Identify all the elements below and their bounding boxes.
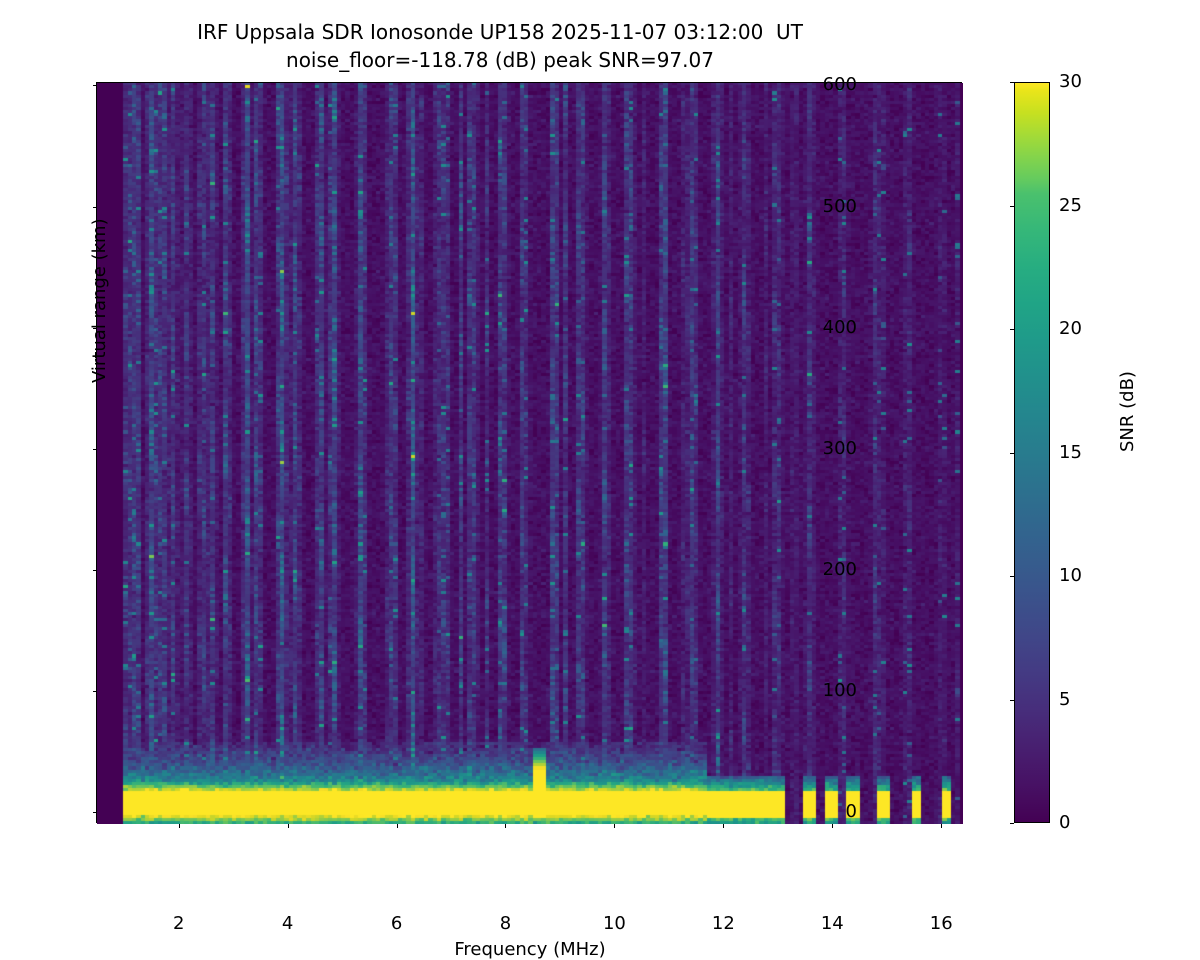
title-line-1: IRF Uppsala SDR Ionosonde UP158 2025-11-…: [197, 20, 803, 44]
x-tick-label-2: 2: [172, 913, 185, 934]
x-tick-label-16: 16: [929, 913, 953, 934]
colorbar-tick-label-10: 10: [1059, 565, 1082, 586]
y-tick-label-600: 600: [822, 74, 857, 96]
colorbar-tick-mark: [1009, 576, 1014, 577]
colorbar-tick-mark: [1009, 329, 1014, 330]
colorbar-gradient: [1014, 82, 1050, 823]
y-tick-mark: [92, 690, 97, 692]
y-tick-mark: [92, 569, 97, 571]
figure-root: IRF Uppsala SDR Ionosonde UP158 2025-11-…: [0, 18, 1138, 960]
x-tick-label-12: 12: [711, 913, 735, 934]
title-line-2: noise_floor=-118.78 (dB) peak SNR=97.07: [286, 48, 714, 72]
x-tick-label-4: 4: [281, 913, 294, 934]
x-tick-mark: [723, 824, 725, 828]
x-tick-mark: [941, 824, 943, 828]
x-tick-mark: [832, 824, 834, 828]
y-tick-label-0: 0: [845, 800, 857, 822]
colorbar-tick-mark: [1009, 699, 1014, 701]
x-tick-mark: [178, 824, 180, 828]
ionogram-plot-area[interactable]: 0 100 200 300 400 500 600 2 4 6 8 10 12 14 16 Virtual…: [89, 76, 963, 960]
colorbar[interactable]: 0 5 10 15 20 25 30 SNR (dB): [1009, 73, 1138, 832]
x-axis-label: Frequency (MHz): [454, 939, 606, 960]
y-tick-label-500: 500: [822, 195, 857, 217]
colorbar-tick-label-25: 25: [1059, 194, 1082, 216]
colorbar-tick-mark: [1009, 205, 1014, 207]
colorbar-tick-mark: [1009, 452, 1014, 454]
ionogram-heatmap[interactable]: [97, 83, 963, 824]
colorbar-tick-label-30: 30: [1059, 71, 1082, 92]
y-tick-mark: [92, 811, 97, 813]
colorbar-tick-label-20: 20: [1059, 318, 1082, 339]
x-tick-mark: [396, 824, 398, 828]
colorbar-label: SNR (dB): [1117, 371, 1138, 452]
colorbar-tick-label-0: 0: [1059, 812, 1071, 833]
x-tick-label-6: 6: [390, 913, 403, 934]
y-tick-label-300: 300: [822, 437, 857, 459]
y-tick-label-200: 200: [822, 558, 857, 580]
y-tick-mark: [92, 85, 97, 87]
x-tick-mark: [505, 824, 507, 828]
x-tick-label-8: 8: [499, 913, 512, 934]
y-tick-label-400: 400: [822, 316, 857, 338]
y-axis-label: Virtual range (km): [89, 218, 110, 383]
colorbar-tick-label-5: 5: [1059, 688, 1071, 710]
x-tick-label-10: 10: [602, 913, 626, 934]
x-tick-mark: [614, 824, 616, 828]
x-tick-label-14: 14: [820, 913, 844, 934]
figure-title: IRF Uppsala SDR Ionosonde UP158 2025-11-…: [0, 18, 1000, 74]
colorbar-tick-label-15: 15: [1059, 441, 1082, 463]
colorbar-tick-mark: [1009, 823, 1014, 824]
x-tick-mark: [287, 824, 289, 828]
y-tick-label-100: 100: [822, 679, 857, 701]
y-tick-mark: [92, 206, 97, 208]
y-tick-mark: [92, 448, 97, 450]
y-tick-mark: [92, 327, 97, 329]
colorbar-tick-mark: [1009, 82, 1014, 83]
